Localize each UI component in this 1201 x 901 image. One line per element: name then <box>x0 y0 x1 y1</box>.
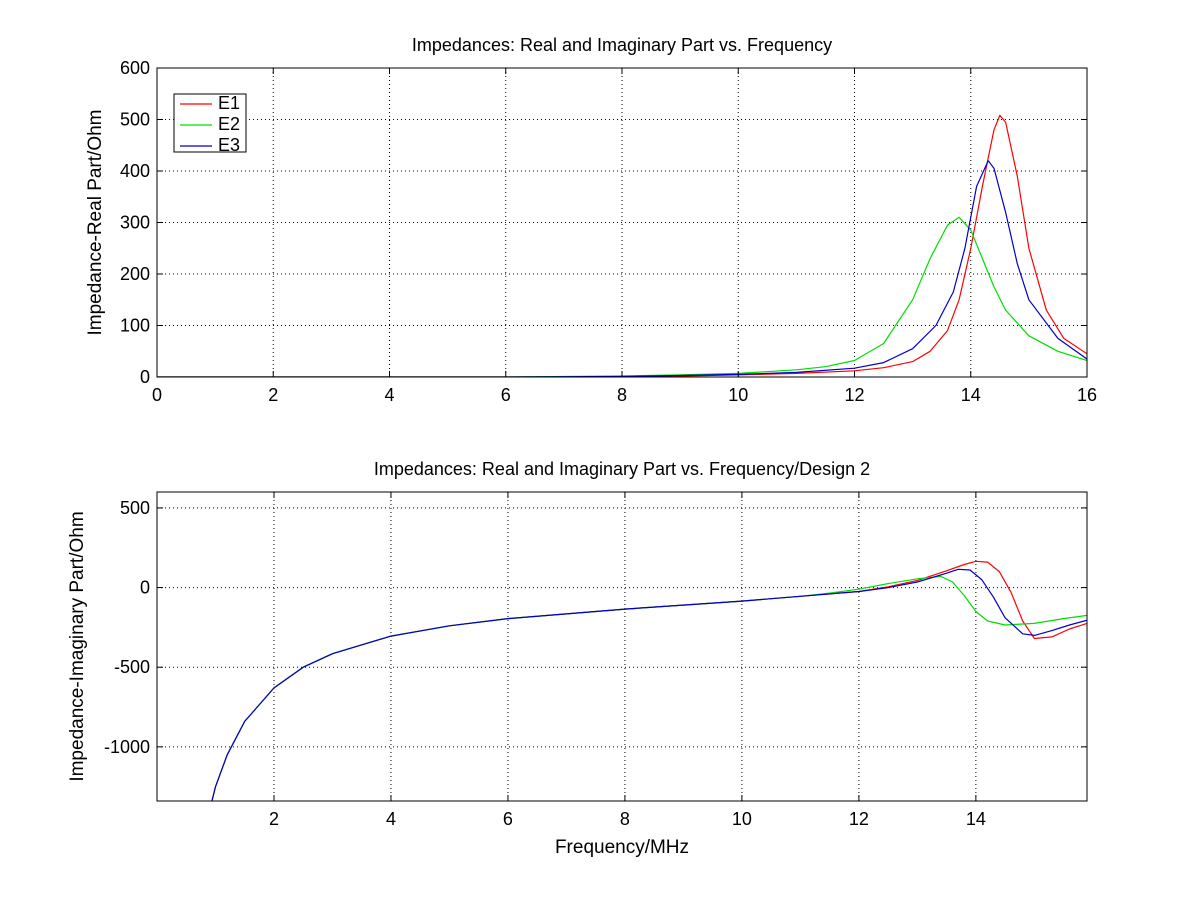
legend-label-e3: E3 <box>218 135 240 155</box>
x-tick-label: 2 <box>268 385 278 405</box>
y-axis-label: Impedance-Imaginary Part/Ohm <box>67 511 88 781</box>
y-tick-label: 0 <box>140 578 150 598</box>
series-line-e2 <box>157 216 1087 377</box>
y-tick-label: 600 <box>120 58 150 78</box>
plot-area <box>157 492 1087 801</box>
y-tick-label: 100 <box>120 316 150 336</box>
x-tick-label: 14 <box>961 385 981 405</box>
chart-title: Impedances: Real and Imaginary Part vs. … <box>374 459 870 479</box>
chart-1: 0 2 4 6 8 10 12 14 16 0 100 200 300 400 500 600 Impedanc… <box>85 35 1097 405</box>
y-tick-label: 400 <box>120 161 150 181</box>
x-axis-label: Frequency/MHz <box>555 837 689 858</box>
y-axis-label: Impedance-Real Part/Ohm <box>85 110 106 336</box>
x-tick-label: 0 <box>152 385 162 405</box>
series-group <box>211 560 1087 801</box>
y-tick-label: 200 <box>120 264 150 284</box>
legend-label-e1: E1 <box>218 93 240 113</box>
x-tick-label: 8 <box>620 809 630 829</box>
x-tick-label: 6 <box>503 809 513 829</box>
x-tick-label: 10 <box>732 809 752 829</box>
x-tick-label: 4 <box>386 809 396 829</box>
y-tick-label: 0 <box>140 367 150 387</box>
y-tick-label: -1000 <box>104 737 150 757</box>
chart-2: 2 4 6 8 10 12 14 500 0 -500 -1000 Impedances: Real … <box>67 459 1088 858</box>
x-tick-label: 8 <box>617 385 627 405</box>
x-tick-label: 6 <box>501 385 511 405</box>
y-tick-label: 500 <box>120 110 150 130</box>
legend-label-e2: E2 <box>218 114 240 134</box>
y-tick-label: 500 <box>120 498 150 518</box>
series-line-e3 <box>157 160 1087 377</box>
axes-box <box>156 491 1088 802</box>
x-tick-label: 14 <box>966 809 986 829</box>
series-line-series-3 <box>211 568 1087 801</box>
y-tick-label: -500 <box>114 657 150 677</box>
x-tick-label: 10 <box>728 385 748 405</box>
x-tick-label: 4 <box>384 385 394 405</box>
x-tick-label: 16 <box>1077 385 1097 405</box>
x-tick-label: 2 <box>269 809 279 829</box>
x-tick-label: 12 <box>844 385 864 405</box>
series-group <box>157 114 1087 377</box>
x-tick-label: 12 <box>849 809 869 829</box>
chart-title: Impedances: Real and Imaginary Part vs. … <box>412 35 832 55</box>
y-tick-label: 300 <box>120 213 150 233</box>
